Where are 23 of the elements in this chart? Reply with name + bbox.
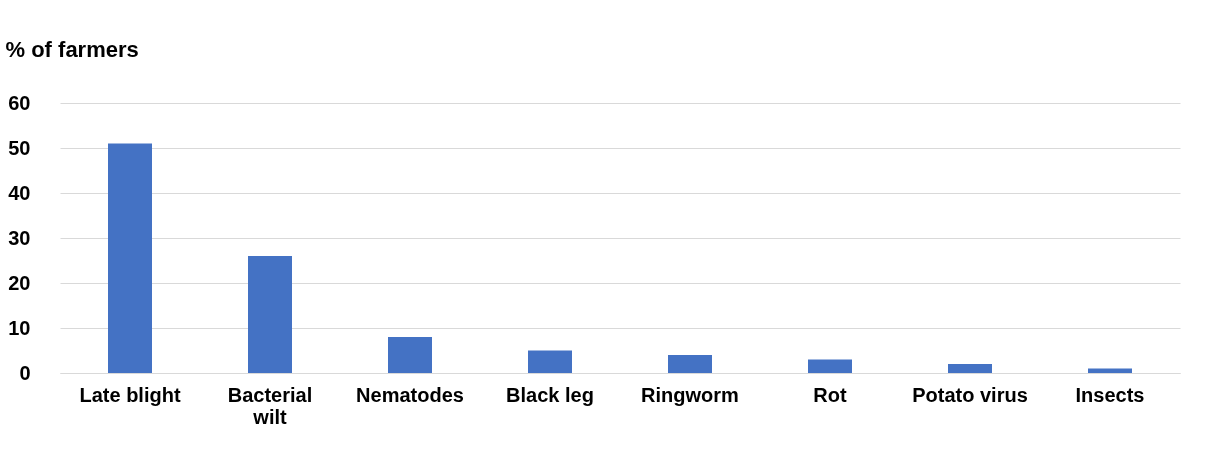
bar [108,143,152,373]
y-tick-label: 30 [8,226,31,249]
y-tick-label: 50 [8,136,31,159]
bar [668,355,712,373]
y-axis-title: % of farmers [5,36,139,62]
x-tick-label: Nematodes [356,383,464,406]
bar [528,350,572,373]
x-tick-label: Ringworm [641,383,739,406]
y-tick-label: 10 [8,316,31,339]
y-tick-label: 0 [19,361,31,384]
x-tick-label: Late blight [79,383,181,406]
x-tick-label: Potato virus [912,383,1028,406]
y-tick-label: 60 [8,91,31,114]
bar [808,359,852,373]
x-tick-label: Black leg [506,383,594,406]
y-tick-label: 20 [8,271,31,294]
bar [248,256,292,373]
x-tick-label: Insects [1075,383,1145,406]
x-tick-label: Bacterial wilt [227,383,313,428]
bar [948,364,992,373]
bar [388,337,432,373]
y-tick-label: 40 [8,181,31,204]
x-tick-label: Rot [813,383,847,406]
